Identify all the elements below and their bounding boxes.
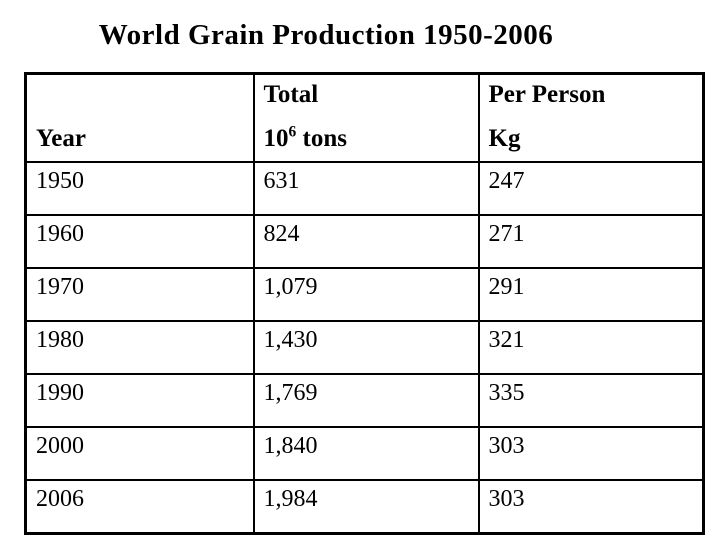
cell-per-person: 321 xyxy=(477,320,705,375)
cell-per-person: 303 xyxy=(477,479,705,534)
header-total-label: Total xyxy=(263,81,319,108)
cell-total: 1,769 xyxy=(252,373,480,428)
cell-year: 1950 xyxy=(24,161,255,216)
cell-year: 1960 xyxy=(24,214,255,269)
header-per-person-inner: Per Person Kg xyxy=(489,81,701,152)
header-year-line1 xyxy=(36,81,251,85)
unit-rest: tons xyxy=(296,124,347,152)
cell-year: 2000 xyxy=(24,426,255,481)
unit-base: 10 xyxy=(263,124,289,152)
table-row: 1960 824 271 xyxy=(24,214,705,269)
cell-year: 1990 xyxy=(24,373,255,428)
header-total-unit: 106 tons xyxy=(263,123,476,153)
header-per-person: Per Person Kg xyxy=(477,72,705,163)
cell-total: 1,840 xyxy=(252,426,480,481)
cell-per-person: 247 xyxy=(477,161,705,216)
cell-total: 1,984 xyxy=(252,479,480,534)
cell-year: 1970 xyxy=(24,267,255,322)
cell-total: 1,430 xyxy=(252,320,480,375)
cell-total: 1,079 xyxy=(252,267,480,322)
table-row: 1980 1,430 321 xyxy=(24,320,705,375)
cell-per-person: 271 xyxy=(477,214,705,269)
header-year: Year xyxy=(24,72,255,163)
table-header-row: Year Total 106 tons Per Person Kg xyxy=(24,72,705,163)
unit-exponent: 6 xyxy=(288,123,297,141)
cell-per-person: 335 xyxy=(477,373,705,428)
header-per-person-unit: Kg xyxy=(488,124,521,152)
header-year-inner: Year xyxy=(36,81,251,152)
table-row: 1970 1,079 291 xyxy=(24,267,705,322)
header-per-person-label: Per Person xyxy=(488,81,606,108)
table-row: 2006 1,984 303 xyxy=(24,479,705,534)
table-row: 1990 1,769 335 xyxy=(24,373,705,428)
cell-per-person: 303 xyxy=(477,426,705,481)
cell-year: 2006 xyxy=(24,479,255,534)
header-total-inner: Total 106 tons xyxy=(264,81,476,152)
header-year-label: Year xyxy=(36,124,86,152)
cell-total: 631 xyxy=(252,161,480,216)
cell-per-person: 291 xyxy=(477,267,705,322)
table-row: 1950 631 247 xyxy=(24,161,705,216)
page-title: World Grain Production 1950-2006 xyxy=(98,19,554,51)
cell-total: 824 xyxy=(252,214,480,269)
header-total: Total 106 tons xyxy=(252,72,480,163)
table-row: 2000 1,840 303 xyxy=(24,426,705,481)
grain-production-table: Year Total 106 tons Per Person Kg xyxy=(24,72,705,535)
cell-year: 1980 xyxy=(24,320,255,375)
